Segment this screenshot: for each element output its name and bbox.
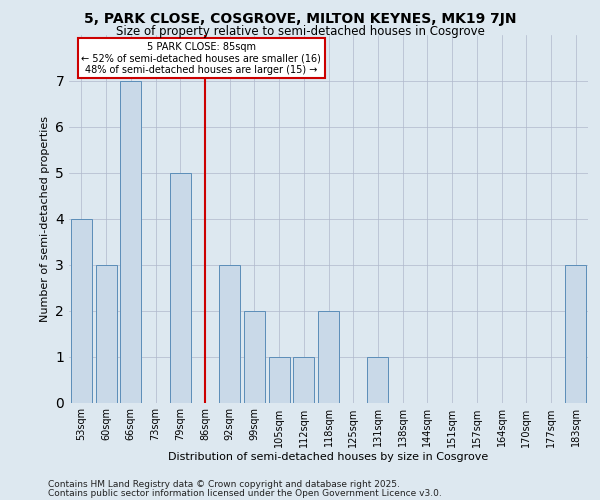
Text: Contains public sector information licensed under the Open Government Licence v3: Contains public sector information licen… (48, 490, 442, 498)
Bar (244, 310, 265, 402)
Bar (367, 356, 388, 403)
Text: 5 PARK CLOSE: 85sqm
← 52% of semi-detached houses are smaller (16)
48% of semi-d: 5 PARK CLOSE: 85sqm ← 52% of semi-detach… (81, 42, 321, 75)
Bar (318, 310, 339, 402)
Bar (565, 264, 586, 402)
Bar (170, 173, 191, 402)
X-axis label: Distribution of semi-detached houses by size in Cosgrove: Distribution of semi-detached houses by … (169, 452, 488, 462)
Text: Size of property relative to semi-detached houses in Cosgrove: Size of property relative to semi-detach… (116, 25, 484, 38)
Bar (293, 356, 314, 403)
Bar (71, 219, 92, 402)
Bar (269, 356, 290, 403)
Text: 5, PARK CLOSE, COSGROVE, MILTON KEYNES, MK19 7JN: 5, PARK CLOSE, COSGROVE, MILTON KEYNES, … (84, 12, 516, 26)
Y-axis label: Number of semi-detached properties: Number of semi-detached properties (40, 116, 50, 322)
Bar (219, 264, 240, 402)
Text: Contains HM Land Registry data © Crown copyright and database right 2025.: Contains HM Land Registry data © Crown c… (48, 480, 400, 489)
Bar (95, 264, 116, 402)
Bar (120, 81, 141, 402)
